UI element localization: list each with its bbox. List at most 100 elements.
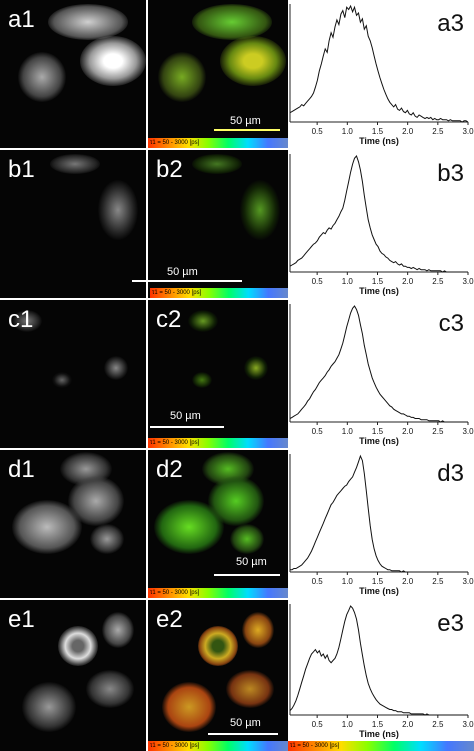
panel-e1: e1: [0, 600, 146, 751]
panel-d1: d1: [0, 450, 146, 598]
x-tick-label: 2.0: [402, 720, 414, 729]
x-tick-label: 0.5: [312, 720, 324, 729]
cell: [52, 372, 72, 388]
scale-bar: [132, 280, 242, 282]
cell: [68, 476, 124, 526]
decay-plot-d3: 0.5 1.0 1.5 2.0 2.5 3.0 Time (ns) d3: [288, 450, 474, 598]
x-tick-label: 2.0: [402, 277, 414, 286]
cell: [104, 356, 128, 380]
panel-label: c2: [156, 306, 182, 333]
panel-label: b3: [437, 160, 464, 187]
cell: [58, 626, 98, 666]
decay-plot-c3: 0.5 1.0 1.5 2.0 2.5 3.0 Time (ns) c3: [288, 300, 474, 448]
panel-label: e2: [156, 606, 183, 633]
lifetime-colorbar: τ1 = 50 - 3000 [ps]: [148, 741, 288, 751]
panel-label: a1: [8, 6, 35, 33]
cell: [86, 670, 134, 708]
panel-a1: a1: [0, 0, 146, 148]
decay-trace-c: [289, 305, 468, 423]
x-tick-label: 0.5: [312, 127, 324, 136]
x-tick-label: 2.5: [432, 277, 444, 286]
scale-bar: [150, 426, 224, 428]
lifetime-colorbar: τ1 = 50 - 3000 [ps]: [148, 438, 288, 448]
x-tick-label: 3.0: [462, 720, 474, 729]
panel-label: d3: [437, 460, 464, 487]
scale-bar-label: 50 µm: [170, 410, 201, 422]
x-tick-label: 2.5: [432, 427, 444, 436]
cell: [240, 180, 280, 240]
panel-b-overlay: [146, 150, 148, 298]
x-axis-title: Time (ns): [359, 586, 399, 596]
panel-label: e3: [437, 610, 464, 637]
x-axis-title: Time (ns): [359, 729, 399, 739]
x-tick-label: 2.0: [402, 577, 414, 586]
lifetime-colorbar: τ1 = 50 - 3000 [ps]: [148, 588, 288, 598]
scale-bar-label: 50 µm: [236, 556, 267, 568]
cell: [22, 682, 76, 732]
panel-c2: 50 µm τ1 = 50 - 3000 [ps] c2: [148, 300, 288, 448]
panel-a2: 50 µm τ1 = 50 - 3000 [ps]: [148, 0, 288, 148]
x-axis-title: Time (ns): [359, 436, 399, 446]
panel-label: d2: [156, 456, 183, 483]
x-tick-label: 3.0: [462, 127, 474, 136]
panel-label: c1: [8, 306, 34, 333]
x-tick-label: 1.5: [372, 127, 384, 136]
cell: [50, 154, 100, 174]
x-tick-label: 3.0: [462, 427, 474, 436]
x-tick-label: 2.5: [432, 127, 444, 136]
x-tick-label: 1.0: [342, 277, 354, 286]
cell: [208, 476, 264, 526]
panel-label: d1: [8, 456, 35, 483]
cell: [192, 372, 212, 388]
x-tick-label: 1.0: [342, 427, 354, 436]
x-tick-label: 1.5: [372, 427, 384, 436]
cell: [158, 52, 206, 102]
x-axis-title: Time (ns): [359, 136, 399, 146]
cell: [242, 612, 274, 648]
panel-label: e1: [8, 606, 35, 633]
x-tick-label: 3.0: [462, 277, 474, 286]
scale-bar-label: 50 µm: [230, 115, 261, 127]
panel-b1: b1: [0, 150, 146, 298]
cell: [192, 154, 242, 174]
cell: [90, 524, 124, 554]
decay-plot-b3: 0.5 1.0 1.5 2.0 2.5 3.0 Time (ns) b3: [288, 150, 474, 298]
x-tick-label: 2.0: [402, 427, 414, 436]
panel-label: b1: [8, 156, 35, 183]
x-tick-label: 2.0: [402, 127, 414, 136]
scale-bar: [208, 733, 278, 735]
lifetime-colorbar: τ1 = 50 - 3000 [ps]: [148, 138, 288, 148]
panel-c1: c1: [0, 300, 146, 448]
x-tick-label: 1.0: [342, 720, 354, 729]
x-tick-label: 1.5: [372, 720, 384, 729]
scale-bar-b: 50 µm τ1 = 50 - 3000 [ps]: [132, 262, 288, 298]
lifetime-colorbar: τ1 = 50 - 3000 [ps]: [288, 741, 474, 751]
decay-trace-e: [289, 605, 468, 716]
panel-label: c3: [438, 310, 464, 337]
decay-trace-a: [289, 4, 469, 123]
cell: [80, 36, 146, 86]
panel-b2: b2: [148, 150, 288, 298]
cell: [230, 524, 264, 554]
cell: [48, 4, 128, 40]
panel-e2: 50 µm τ1 = 50 - 3000 [ps] e2: [148, 600, 288, 751]
cell: [98, 180, 138, 240]
decay-trace-b: [289, 155, 468, 273]
cell: [12, 310, 42, 332]
x-tick-label: 1.0: [342, 577, 354, 586]
cell: [188, 310, 218, 332]
panel-label: b2: [156, 156, 183, 183]
cell: [198, 626, 238, 666]
scale-bar-label: 50 µm: [167, 266, 198, 278]
scale-bar: [214, 574, 280, 576]
x-tick-label: 2.5: [432, 577, 444, 586]
x-tick-label: 1.5: [372, 277, 384, 286]
cell: [226, 670, 274, 708]
cell: [244, 356, 268, 380]
cell: [220, 36, 286, 86]
scale-bar-label: 50 µm: [230, 717, 261, 729]
x-tick-label: 0.5: [312, 277, 324, 286]
x-tick-label: 3.0: [462, 577, 474, 586]
scale-bar: [214, 129, 280, 131]
x-tick-label: 1.5: [372, 577, 384, 586]
